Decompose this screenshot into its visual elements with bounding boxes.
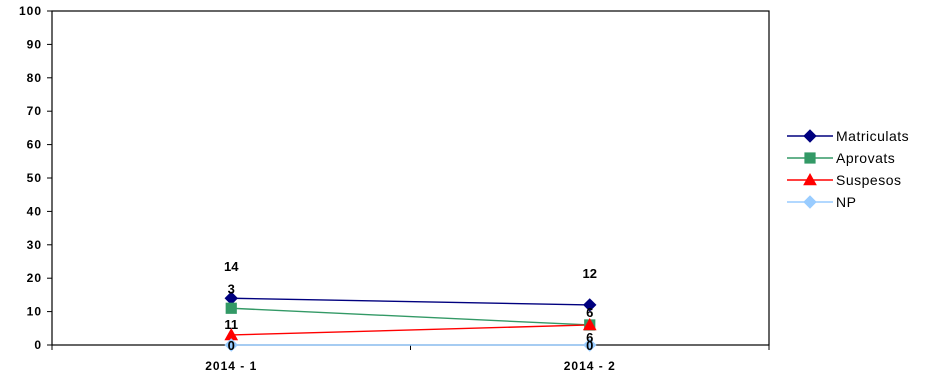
legend-label-suspesos: Suspesos bbox=[836, 172, 901, 188]
y-tick-label: 80 bbox=[27, 71, 42, 85]
legend-marker-suspesos bbox=[803, 172, 817, 186]
y-tick-label: 100 bbox=[19, 4, 42, 18]
data-label: 6 bbox=[586, 330, 593, 345]
plot-area-border bbox=[51, 10, 770, 346]
legend-marker-aprovats bbox=[804, 152, 816, 164]
data-label: 14 bbox=[224, 259, 239, 274]
y-tick-label: 40 bbox=[27, 204, 42, 218]
series-line-aprovats bbox=[231, 307, 590, 326]
data-label: 0 bbox=[586, 338, 593, 353]
data-label: 12 bbox=[583, 266, 597, 281]
legend: Matriculats Aprovats Suspesos NP bbox=[787, 128, 909, 210]
y-tick-label: 0 bbox=[34, 338, 42, 352]
x-tick-label: 2014 - 1 bbox=[205, 359, 257, 373]
data-label: 0 bbox=[228, 338, 235, 353]
data-point-matriculats bbox=[583, 298, 597, 312]
y-tick-label: 90 bbox=[27, 37, 42, 51]
data-label: 11 bbox=[224, 317, 238, 332]
legend-marker-matriculats bbox=[803, 129, 817, 143]
y-tick-label: 50 bbox=[27, 171, 42, 185]
x-tick-label: 2014 - 2 bbox=[564, 359, 616, 373]
legend-label-np: NP bbox=[836, 194, 856, 210]
series-line-matriculats bbox=[231, 297, 590, 306]
y-tick-label: 70 bbox=[27, 104, 42, 118]
legend-label-aprovats: Aprovats bbox=[836, 150, 895, 166]
data-label: 6 bbox=[586, 305, 593, 320]
series-markers bbox=[224, 291, 597, 352]
data-point-np bbox=[224, 338, 238, 352]
y-tick-label: 60 bbox=[27, 138, 42, 152]
data-point-aprovats bbox=[225, 302, 237, 314]
legend-marker-np bbox=[803, 195, 817, 209]
legend-label-matriculats: Matriculats bbox=[836, 128, 909, 144]
data-label: 3 bbox=[228, 281, 235, 296]
y-tick-label: 30 bbox=[27, 238, 42, 252]
series-lines bbox=[231, 297, 590, 346]
y-tick-label: 20 bbox=[27, 271, 42, 285]
data-point-suspesos bbox=[582, 317, 597, 331]
data-point-np bbox=[583, 338, 597, 352]
y-tick-label: 10 bbox=[27, 305, 42, 319]
series-line-suspesos bbox=[231, 324, 590, 336]
